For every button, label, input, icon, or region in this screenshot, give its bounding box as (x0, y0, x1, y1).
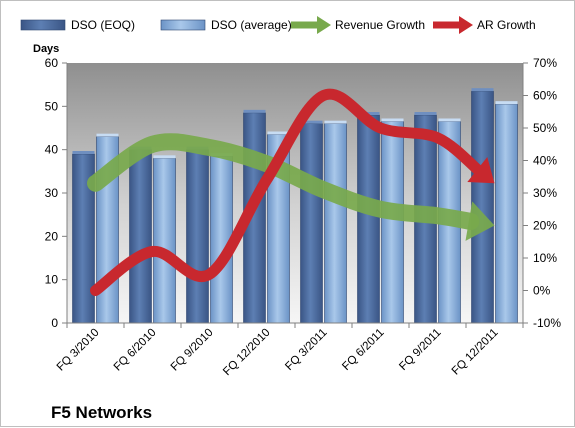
bar-cap-1-7 (496, 101, 518, 104)
y2-tick-label-3: 20% (533, 219, 557, 233)
bar-cap-1-6 (439, 119, 461, 122)
x-tick-label-7: FQ 12/2011 (450, 327, 501, 378)
bar-dso-average-4 (325, 124, 347, 323)
legend-swatch-arrow-revenue-growth (317, 16, 331, 34)
bar-cap-0-0 (73, 151, 95, 154)
legend-swatch-dso-average (161, 20, 205, 30)
y2-tick-label-6: 50% (533, 121, 557, 135)
y2-tick-label-7: 60% (533, 89, 557, 103)
y-tick-label-1: 10 (45, 273, 59, 287)
chart-title: F5 Networks (51, 403, 152, 422)
y2-tick-label-5: 40% (533, 154, 557, 168)
y-tick-label-3: 30 (45, 186, 59, 200)
y-axis-label: Days (33, 43, 59, 55)
x-tick-label-6: FQ 9/2011 (397, 327, 443, 373)
y-tick-label-0: 0 (51, 316, 58, 330)
y-tick-label-6: 60 (45, 56, 59, 70)
y2-tick-label-0: -10% (533, 316, 561, 330)
y-tick-label-4: 40 (45, 143, 59, 157)
x-tick-label-1: FQ 6/2010 (112, 327, 159, 374)
y-tick-label-5: 50 (45, 99, 59, 113)
legend-swatch-dso-eoq (21, 20, 65, 30)
bar-dso-eoq-1 (130, 150, 152, 323)
legend-label-dso-eoq: DSO (EOQ) (71, 18, 135, 32)
y2-tick-label-4: 30% (533, 186, 557, 200)
bar-dso-eoq-4 (301, 124, 323, 323)
bar-dso-average-5 (382, 122, 404, 324)
bar-dso-eoq-5 (358, 115, 380, 323)
y2-tick-label-2: 10% (533, 251, 557, 265)
bar-dso-eoq-2 (187, 150, 209, 323)
x-tick-label-3: FQ 12/2010 (221, 327, 272, 378)
bar-dso-average-1 (154, 158, 176, 323)
y-tick-label-2: 20 (45, 229, 59, 243)
x-tick-label-0: FQ 3/2010 (55, 327, 102, 374)
bar-cap-1-3 (268, 132, 290, 135)
bar-cap-1-0 (97, 134, 119, 137)
x-tick-label-2: FQ 9/2010 (169, 327, 216, 374)
legend: DSO (EOQ) DSO (average) Revenue Growth AR G… (21, 16, 536, 34)
bar-cap-0-3 (244, 110, 266, 113)
legend-swatch-arrow-ar-growth (459, 16, 473, 34)
legend-label-revenue-growth: Revenue Growth (335, 18, 425, 32)
bar-cap-1-1 (154, 155, 176, 158)
legend-label-dso-average: DSO (average) (211, 18, 292, 32)
bar-dso-average-7 (496, 104, 518, 323)
x-tick-label-4: FQ 3/2011 (283, 327, 329, 373)
x-tick-label-5: FQ 6/2011 (340, 327, 386, 373)
bar-cap-0-6 (415, 112, 437, 115)
y2-tick-label-1: 0% (533, 284, 551, 298)
y2-tick-label-8: 70% (533, 56, 557, 70)
bar-cap-1-5 (382, 119, 404, 122)
bar-cap-0-7 (472, 88, 494, 91)
legend-label-ar-growth: AR Growth (477, 18, 536, 32)
bar-cap-1-4 (325, 121, 347, 124)
